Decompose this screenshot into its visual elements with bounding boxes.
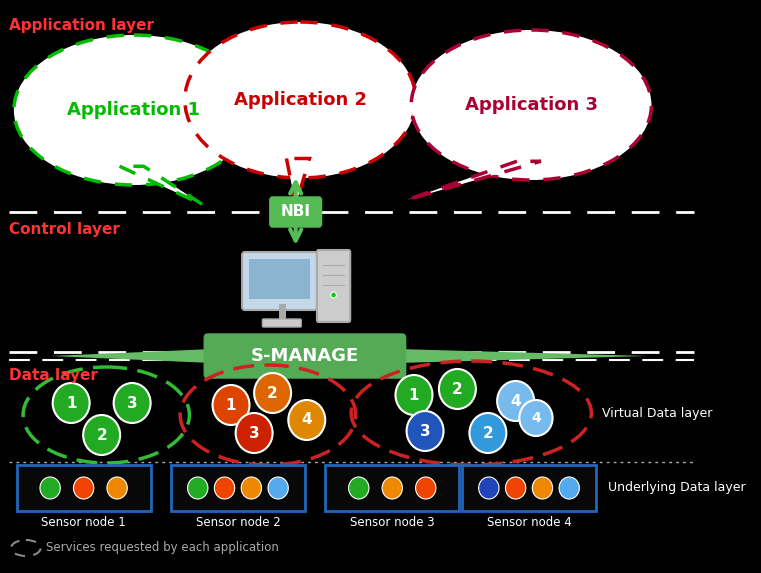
Circle shape: [349, 477, 369, 499]
Text: 1: 1: [409, 387, 419, 402]
FancyBboxPatch shape: [204, 334, 406, 378]
Circle shape: [288, 400, 325, 440]
Circle shape: [559, 477, 579, 499]
Circle shape: [519, 400, 552, 436]
Circle shape: [236, 413, 272, 453]
Polygon shape: [397, 349, 647, 363]
Circle shape: [268, 477, 288, 499]
Text: Application 1: Application 1: [68, 101, 200, 119]
Circle shape: [416, 477, 436, 499]
Polygon shape: [286, 159, 310, 205]
Ellipse shape: [411, 30, 651, 180]
Text: S-MANAGE: S-MANAGE: [251, 347, 359, 365]
Text: 3: 3: [420, 423, 431, 438]
Circle shape: [439, 369, 476, 409]
Polygon shape: [119, 166, 203, 205]
Text: Sensor node 4: Sensor node 4: [486, 516, 572, 529]
Text: Application layer: Application layer: [9, 18, 154, 33]
Text: Services requested by each application: Services requested by each application: [46, 541, 279, 555]
Circle shape: [532, 477, 552, 499]
Text: Virtual Data layer: Virtual Data layer: [603, 406, 713, 419]
Text: Underlying Data layer: Underlying Data layer: [608, 481, 746, 494]
Text: 3: 3: [127, 395, 138, 410]
Text: 1: 1: [66, 395, 76, 410]
FancyBboxPatch shape: [17, 465, 151, 511]
Circle shape: [212, 385, 250, 425]
FancyBboxPatch shape: [242, 252, 317, 310]
Text: 4: 4: [301, 413, 312, 427]
FancyBboxPatch shape: [250, 259, 310, 299]
Ellipse shape: [14, 35, 254, 185]
Text: 4: 4: [511, 394, 521, 409]
FancyBboxPatch shape: [270, 197, 322, 227]
FancyBboxPatch shape: [317, 250, 350, 322]
Text: Application 2: Application 2: [234, 91, 367, 109]
Circle shape: [396, 375, 432, 415]
Circle shape: [113, 383, 151, 423]
Circle shape: [254, 373, 291, 413]
Text: 3: 3: [249, 426, 260, 441]
Circle shape: [382, 477, 403, 499]
FancyBboxPatch shape: [263, 319, 301, 327]
Circle shape: [331, 292, 336, 298]
Circle shape: [479, 477, 499, 499]
Polygon shape: [406, 161, 541, 200]
Text: Sensor node 1: Sensor node 1: [41, 516, 126, 529]
Circle shape: [53, 383, 90, 423]
Circle shape: [241, 477, 262, 499]
Circle shape: [74, 477, 94, 499]
Circle shape: [505, 477, 526, 499]
Text: Sensor node 3: Sensor node 3: [350, 516, 435, 529]
Ellipse shape: [185, 22, 416, 178]
Text: 4: 4: [531, 411, 541, 425]
Circle shape: [406, 411, 444, 451]
Text: 2: 2: [267, 386, 278, 401]
FancyBboxPatch shape: [462, 465, 596, 511]
Text: 2: 2: [97, 427, 107, 442]
Text: 2: 2: [452, 382, 463, 397]
Text: 2: 2: [482, 426, 493, 441]
FancyBboxPatch shape: [171, 465, 305, 511]
Circle shape: [40, 477, 60, 499]
Circle shape: [107, 477, 127, 499]
Circle shape: [470, 413, 506, 453]
Text: Control layer: Control layer: [9, 222, 120, 237]
Circle shape: [215, 477, 234, 499]
Circle shape: [187, 477, 208, 499]
Polygon shape: [51, 349, 212, 363]
Text: Data layer: Data layer: [9, 368, 98, 383]
Text: Application 3: Application 3: [465, 96, 598, 114]
Text: NBI: NBI: [281, 205, 310, 219]
FancyBboxPatch shape: [325, 465, 459, 511]
Text: 1: 1: [226, 398, 236, 413]
Circle shape: [497, 381, 534, 421]
Text: Sensor node 2: Sensor node 2: [196, 516, 280, 529]
Circle shape: [83, 415, 120, 455]
